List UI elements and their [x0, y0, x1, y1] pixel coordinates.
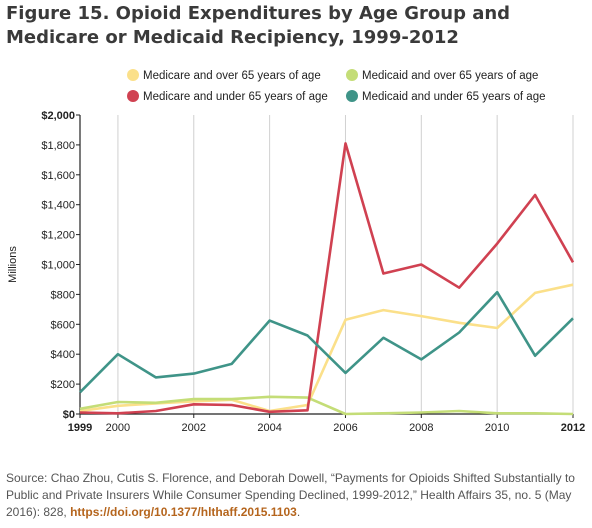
legend-marker — [346, 90, 358, 102]
x-tick-label: 2010 — [485, 422, 509, 434]
x-tick-label: 2012 — [561, 422, 585, 434]
y-tick-label: $800 — [51, 289, 75, 301]
x-tick-label: 2008 — [409, 422, 433, 434]
chart-title: Figure 15. Opioid Expenditures by Age Gr… — [6, 3, 511, 48]
legend-label: Medicare and over 65 years of age — [143, 70, 321, 82]
series-line — [79, 283, 574, 413]
source-end: . — [296, 505, 301, 519]
y-tick-label: $1,000 — [41, 260, 75, 272]
y-tick-label: $600 — [51, 319, 75, 331]
series-lines — [79, 142, 575, 416]
y-tick-label: $1,400 — [41, 200, 75, 212]
y-tick-label: $1,200 — [41, 230, 75, 242]
legend: Medicare and over 65 years of age Medicai… — [127, 69, 545, 103]
source-note: Source: Chao Zhou, Cutis S. Florence, an… — [6, 470, 590, 521]
series-line — [79, 290, 574, 394]
series-line — [79, 395, 574, 416]
x-tick-label: 2004 — [257, 422, 281, 434]
x-tick-label: 2006 — [333, 422, 357, 434]
legend-label: Medicaid and over 65 years of age — [362, 70, 538, 82]
legend-marker — [127, 69, 139, 81]
x-tick-label: 2002 — [182, 422, 206, 434]
legend-marker — [346, 69, 358, 81]
legend-marker — [127, 90, 139, 102]
x-tick-label: 2000 — [106, 422, 130, 434]
y-tick-label: $400 — [51, 349, 75, 361]
y-tick-label: $1,600 — [41, 170, 75, 182]
source-text: Source: Chao Zhou, Cutis S. Florence, an… — [6, 471, 575, 519]
legend-label: Medicaid and under 65 years of age — [362, 91, 545, 103]
legend-label: Medicare and under 65 years of age — [143, 91, 328, 103]
gridlines — [117, 115, 574, 414]
y-tick-label: $0 — [63, 409, 75, 421]
y-tick-label: $1,800 — [41, 140, 75, 152]
line-chart: Medicare and over 65 years of age Medicai… — [7, 69, 585, 434]
doi-link[interactable]: https://doi.org/10.1377/hlthaff.2015.110… — [70, 505, 297, 519]
y-tick-label: $2,000 — [41, 110, 75, 122]
x-tick-label: 1999 — [68, 422, 92, 434]
axes: $0 $200 $400 $600 $800 $1,000 $1,200 $1,400 $1,6… — [41, 110, 585, 434]
series-line — [79, 142, 575, 415]
y-axis-label: Millions — [7, 246, 19, 283]
y-tick-label: $200 — [51, 379, 75, 391]
